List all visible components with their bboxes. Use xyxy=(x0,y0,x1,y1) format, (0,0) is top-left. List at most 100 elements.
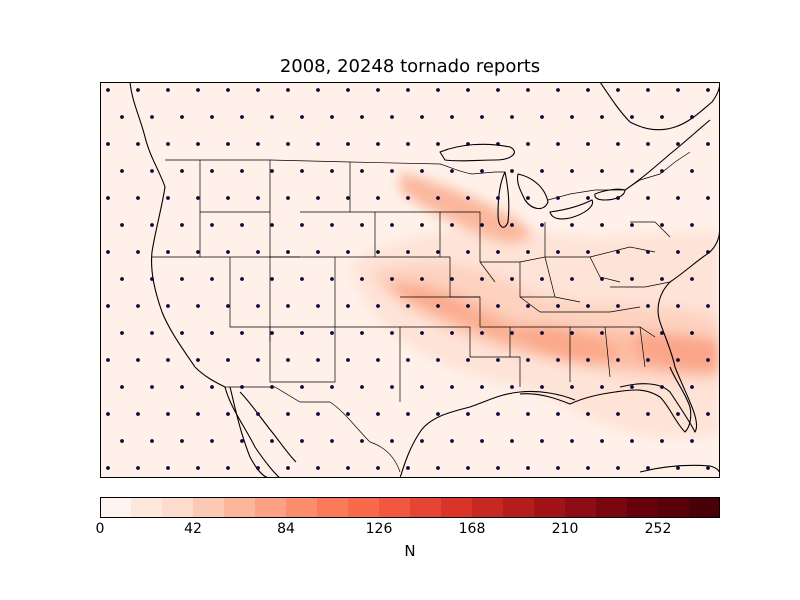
observation-dot xyxy=(360,331,364,335)
coastlines xyxy=(129,82,720,478)
observation-dot xyxy=(586,196,590,200)
observation-dot xyxy=(240,223,244,227)
observation-dot xyxy=(210,277,214,281)
observation-dot xyxy=(226,142,230,146)
observation-dot xyxy=(450,277,454,281)
observation-dot xyxy=(286,412,290,416)
observation-dot xyxy=(376,304,380,308)
observation-dot xyxy=(690,331,694,335)
observation-dot xyxy=(270,439,274,443)
observation-dot xyxy=(616,142,620,146)
observation-dot xyxy=(316,466,320,470)
observation-dot xyxy=(436,142,440,146)
observation-dot xyxy=(556,142,560,146)
colorbar-cell xyxy=(348,497,380,518)
observation-dot xyxy=(210,385,214,389)
observation-dot xyxy=(196,358,200,362)
st-lawrence xyxy=(624,119,711,191)
observation-dot xyxy=(690,385,694,389)
observation-dot xyxy=(330,115,334,119)
observation-dot xyxy=(196,304,200,308)
observation-dot xyxy=(646,358,650,362)
observation-dot xyxy=(540,385,544,389)
observation-dot xyxy=(586,88,590,92)
observation-dot xyxy=(226,196,230,200)
observation-dot xyxy=(646,412,650,416)
observation-dot xyxy=(420,331,424,335)
observation-dot xyxy=(676,250,680,254)
observation-dot xyxy=(166,142,170,146)
observation-dot xyxy=(226,250,230,254)
observation-dot xyxy=(616,250,620,254)
observation-dot xyxy=(510,115,514,119)
observation-dot xyxy=(256,466,260,470)
observation-dot xyxy=(256,88,260,92)
observation-dot xyxy=(586,466,590,470)
colorbar-cell xyxy=(286,497,318,518)
observation-dot xyxy=(480,223,484,227)
colorbar-cell xyxy=(596,497,628,518)
gulf-coast-east xyxy=(519,366,692,433)
observation-dot xyxy=(540,277,544,281)
observation-dot xyxy=(510,223,514,227)
colorbar-cell xyxy=(503,497,535,518)
observation-dot xyxy=(616,412,620,416)
observation-dot xyxy=(180,277,184,281)
observation-dot xyxy=(330,169,334,173)
observation-dot xyxy=(360,385,364,389)
colorbar xyxy=(100,497,720,518)
observation-dot xyxy=(646,196,650,200)
observation-dot xyxy=(586,412,590,416)
observation-dot xyxy=(406,250,410,254)
observation-dot xyxy=(450,115,454,119)
observation-dot xyxy=(286,142,290,146)
observation-dot xyxy=(106,250,110,254)
observation-dot xyxy=(660,331,664,335)
observation-dot xyxy=(196,250,200,254)
observation-dot xyxy=(376,88,380,92)
observation-dot xyxy=(270,223,274,227)
observation-dot xyxy=(106,304,110,308)
observation-dot xyxy=(376,250,380,254)
observation-dot xyxy=(676,196,680,200)
observation-dot xyxy=(556,196,560,200)
observation-dot xyxy=(496,142,500,146)
observation-dot xyxy=(630,115,634,119)
us-mexico-border xyxy=(225,386,401,473)
observation-dot xyxy=(496,250,500,254)
colorbar-cell xyxy=(627,497,659,518)
observation-dot xyxy=(240,169,244,173)
observation-dot xyxy=(676,88,680,92)
observation-dot xyxy=(136,142,140,146)
density-level-6 xyxy=(635,332,720,373)
observation-dot xyxy=(570,277,574,281)
observation-dot xyxy=(420,385,424,389)
observation-dot xyxy=(300,277,304,281)
observation-dot xyxy=(240,331,244,335)
lake-michigan xyxy=(497,171,510,228)
observation-dot xyxy=(586,142,590,146)
observation-dot xyxy=(406,466,410,470)
colorbar-tick-label: 210 xyxy=(551,521,579,537)
observation-dot xyxy=(586,358,590,362)
observation-dot xyxy=(676,466,680,470)
colorbar-tick-label: 126 xyxy=(365,521,393,537)
observation-dot xyxy=(256,358,260,362)
observation-dot xyxy=(406,304,410,308)
observation-dot xyxy=(300,439,304,443)
observation-dot xyxy=(346,412,350,416)
lake-superior xyxy=(439,143,515,162)
colorbar-cell xyxy=(472,497,504,518)
observation-dot xyxy=(390,439,394,443)
observation-dot xyxy=(376,142,380,146)
canada-coast-north xyxy=(599,82,720,131)
observation-dot xyxy=(120,115,124,119)
observation-dot xyxy=(180,331,184,335)
observation-dot xyxy=(496,304,500,308)
observation-dot xyxy=(390,331,394,335)
tornado-density-map xyxy=(100,82,720,478)
observation-dot xyxy=(630,331,634,335)
observation-dot xyxy=(556,88,560,92)
observation-dot xyxy=(120,385,124,389)
observation-dot xyxy=(360,115,364,119)
